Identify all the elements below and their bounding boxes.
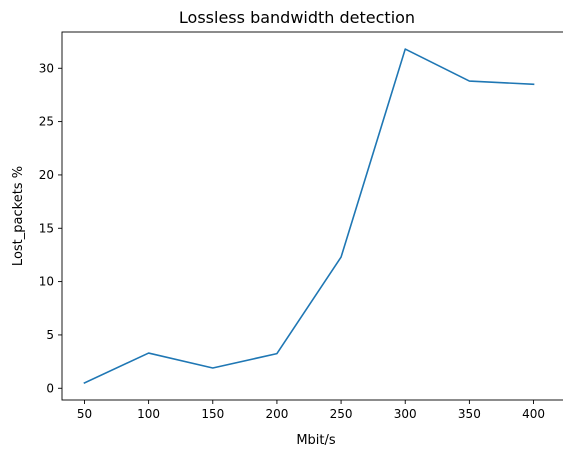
series-line [83,48,535,384]
y-tick-label: 5 [46,328,54,342]
x-tick-label: 150 [201,407,224,421]
data-point [340,256,343,259]
x-tick-label: 100 [137,407,160,421]
x-tick-label: 200 [265,407,288,421]
plot-area [83,48,535,384]
y-axis-label: Lost_packets % [11,166,26,266]
chart-title: Lossless bandwidth detection [179,8,415,27]
y-tick-label: 30 [39,61,54,75]
x-tick-label: 50 [77,407,92,421]
x-tick-label: 350 [458,407,481,421]
y-tick-label: 0 [46,381,54,395]
plot-frame [61,31,563,401]
x-axis-label: Mbit/s [296,433,336,448]
x-tick-label: 300 [394,407,417,421]
y-tick-label: 20 [39,168,54,182]
x-axis: 50 100 150 200 250 300 350 400 [77,400,545,421]
data-point [211,367,214,370]
data-point [275,352,278,355]
x-tick-label: 250 [330,407,353,421]
data-point [532,83,535,86]
y-tick-label: 15 [39,221,54,235]
data-point [404,48,407,51]
data-point [468,80,471,83]
y-tick-label: 25 [39,115,54,129]
data-point [83,381,86,384]
y-tick-label: 10 [39,275,54,289]
x-tick-label: 400 [522,407,545,421]
data-point [147,352,150,355]
y-axis: 0 5 10 15 20 25 30 [39,61,62,395]
